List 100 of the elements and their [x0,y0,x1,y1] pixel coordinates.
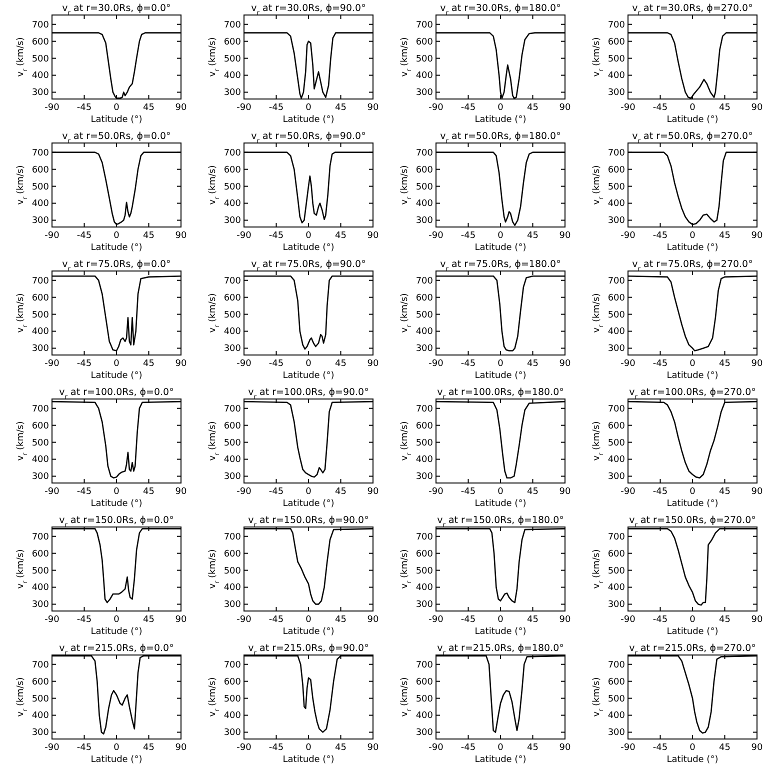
y-tick-label: 600 [608,549,626,560]
x-tick-label: -45 [460,231,476,241]
y-tick-label: 400 [416,455,434,466]
x-tick-label: -45 [268,103,284,113]
x-tick-label: 0 [498,231,504,241]
y-tick-label: 300 [32,600,50,610]
y-tick-label: 300 [32,88,50,98]
x-tick-label: 90 [559,487,571,497]
y-tick-label: 300 [608,600,626,610]
y-tick-label: 300 [608,472,626,482]
x-tick-label: -90 [428,743,444,753]
y-tick-label: 600 [416,165,434,176]
y-tick-label: 700 [32,660,50,670]
y-tick-label: 700 [608,148,626,158]
x-tick-label: 0 [690,359,696,369]
x-axis-title: Latitude (°) [90,499,142,509]
x-tick-label: 45 [335,743,346,753]
x-tick-label: -90 [428,487,444,497]
x-tick-label: 90 [559,103,571,113]
x-tick-label: 45 [719,231,730,241]
y-tick-label: 500 [32,566,50,576]
x-tick-label: 0 [690,487,696,497]
x-tick-label: 0 [306,359,312,369]
x-tick-label: 90 [175,743,187,753]
x-tick-label: -45 [76,231,92,241]
x-tick-label: -45 [460,743,476,753]
x-tick-label: -45 [268,231,284,241]
x-tick-label: 45 [335,231,346,241]
x-tick-label: -45 [76,359,92,369]
y-tick-label: 500 [224,182,242,192]
x-axis-title: Latitude (°) [666,243,718,253]
x-axis-title: Latitude (°) [90,627,142,637]
y-tick-label: 400 [32,583,50,594]
x-tick-label: 90 [751,615,763,625]
y-tick-label: 700 [224,276,242,286]
y-tick-label: 400 [416,327,434,338]
y-tick-label: 700 [224,660,242,670]
y-tick-label: 600 [608,677,626,688]
y-tick-label: 500 [32,694,50,704]
y-tick-label: 500 [416,566,434,576]
y-tick-label: 300 [224,88,242,98]
x-tick-label: -45 [268,487,284,497]
y-tick-label: 600 [416,677,434,688]
x-axis-title: Latitude (°) [282,755,334,765]
y-tick-label: 400 [224,583,242,594]
y-tick-label: 300 [224,216,242,226]
y-tick-label: 700 [608,276,626,286]
x-tick-label: -45 [652,743,668,753]
y-tick-label: 700 [416,660,434,670]
x-tick-label: 0 [690,103,696,113]
y-tick-label: 400 [32,327,50,338]
x-tick-label: 90 [367,103,379,113]
x-tick-label: -45 [76,103,92,113]
x-tick-label: -90 [236,487,252,497]
y-tick-label: 700 [416,532,434,542]
x-tick-label: -90 [620,103,636,113]
x-tick-label: 0 [498,487,504,497]
y-tick-label: 300 [416,216,434,226]
y-tick-label: 500 [608,566,626,576]
x-tick-label: -90 [620,231,636,241]
y-tick-label: 600 [224,293,242,304]
y-tick-label: 600 [608,165,626,176]
x-tick-label: 0 [114,615,120,625]
x-axis-title: Latitude (°) [666,627,718,637]
y-tick-label: 600 [608,37,626,48]
x-tick-label: 0 [306,103,312,113]
y-tick-label: 600 [224,677,242,688]
x-tick-label: -90 [620,359,636,369]
x-tick-label: -90 [236,103,252,113]
x-axis-title: Latitude (°) [282,371,334,381]
x-tick-label: 45 [143,359,154,369]
x-tick-label: 0 [498,103,504,113]
x-tick-label: 90 [751,359,763,369]
y-tick-label: 400 [32,71,50,82]
y-tick-label: 300 [608,88,626,98]
y-tick-label: 400 [608,583,626,594]
y-tick-label: 400 [608,327,626,338]
y-tick-label: 500 [32,54,50,64]
y-tick-label: 700 [608,660,626,670]
y-tick-label: 600 [32,549,50,560]
x-tick-label: 90 [175,359,187,369]
y-tick-label: 500 [224,54,242,64]
y-tick-label: 600 [32,293,50,304]
y-tick-label: 400 [608,711,626,722]
x-tick-label: 90 [559,615,571,625]
x-tick-label: -90 [236,359,252,369]
x-tick-label: -45 [460,359,476,369]
y-tick-label: 300 [224,600,242,610]
x-tick-label: 45 [719,743,730,753]
y-tick-label: 500 [608,182,626,192]
y-tick-label: 300 [224,728,242,738]
x-tick-label: -45 [76,615,92,625]
y-tick-label: 700 [224,404,242,414]
y-tick-label: 300 [224,344,242,354]
x-tick-label: -45 [268,743,284,753]
x-axis-title: Latitude (°) [474,371,526,381]
x-tick-label: -90 [428,103,444,113]
x-tick-label: -90 [236,743,252,753]
y-tick-label: 400 [32,711,50,722]
x-axis-title: Latitude (°) [666,499,718,509]
